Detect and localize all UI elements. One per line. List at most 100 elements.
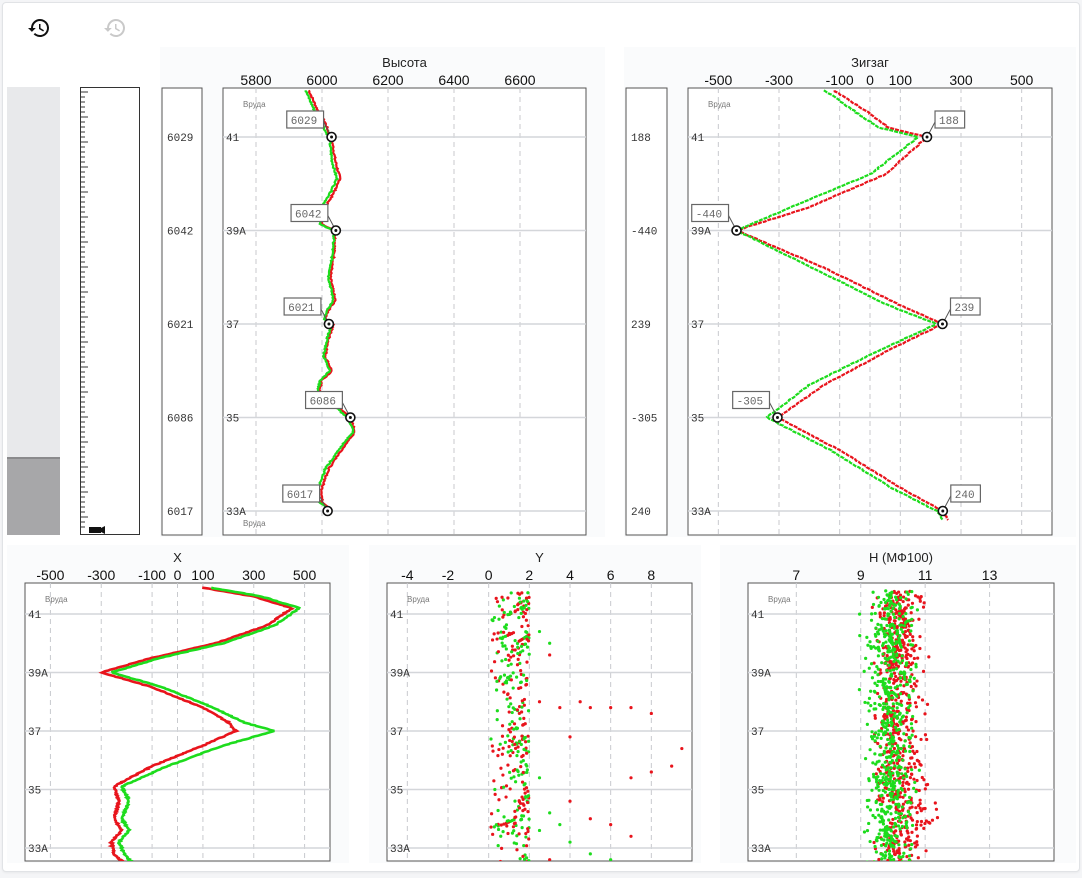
series-point-2 bbox=[885, 805, 889, 809]
series-point-2 bbox=[896, 790, 900, 794]
series-point-2 bbox=[888, 755, 892, 759]
series-point-2 bbox=[876, 595, 881, 599]
series-point-2 bbox=[513, 639, 517, 643]
series-point-2 bbox=[882, 597, 886, 602]
series-point-2 bbox=[515, 834, 519, 838]
history-button[interactable] bbox=[25, 14, 53, 42]
series-point-2 bbox=[906, 706, 911, 710]
series-point-1 bbox=[895, 761, 900, 765]
series-point-2 bbox=[893, 595, 898, 599]
series-point-2 bbox=[899, 765, 903, 770]
series-point-2 bbox=[871, 590, 875, 594]
series-point-1 bbox=[923, 806, 927, 811]
series-point-1 bbox=[925, 737, 929, 742]
series-point-1 bbox=[906, 838, 910, 842]
series-point-1 bbox=[888, 677, 892, 681]
series-point-1 bbox=[933, 801, 937, 805]
callout-label: -305 bbox=[737, 397, 763, 409]
series-point-2 bbox=[889, 766, 893, 770]
series-point-2 bbox=[496, 827, 501, 832]
series-point-2 bbox=[877, 729, 881, 733]
series-point-2 bbox=[504, 623, 509, 627]
series-point-2 bbox=[520, 826, 524, 830]
series-point-2 bbox=[889, 655, 893, 659]
series-point-1 bbox=[915, 819, 919, 824]
series-point-2 bbox=[881, 828, 885, 832]
series-point-1 bbox=[921, 605, 926, 609]
series-point-2 bbox=[907, 795, 912, 799]
h-chart[interactable]: H (МФ100) 7 9 11 13 41 39A 37 35 33A Вруда bbox=[720, 545, 1076, 863]
series-point-2 bbox=[875, 862, 878, 863]
x-panel: X -500 -300 -100 0 100 300 500 41 39A 37 35 33A Вруда bbox=[7, 545, 349, 863]
outlier-point-1 bbox=[649, 711, 653, 716]
series-point-2 bbox=[887, 692, 891, 696]
callout-box bbox=[283, 297, 322, 316]
outlier-point-1 bbox=[649, 770, 653, 774]
series-point-2 bbox=[879, 843, 884, 847]
series-point-1 bbox=[888, 821, 893, 825]
zigzag-chart[interactable]: Зигзаг -500 -300 -100 0 100 300 500 41 39A 37 35 33A… bbox=[624, 47, 1076, 537]
series-point-1 bbox=[525, 800, 530, 805]
depth-ruler[interactable] bbox=[80, 87, 140, 535]
y-chart[interactable]: Y -4 -2 0 2 4 6 8 41 39A 37 35 33A Вруда bbox=[369, 545, 701, 863]
series-point-2 bbox=[882, 607, 887, 611]
series-point-1 bbox=[513, 746, 518, 750]
series-point-1 bbox=[917, 695, 921, 699]
series-point-2 bbox=[891, 668, 896, 672]
series-point-2 bbox=[887, 680, 891, 684]
series-point-1 bbox=[896, 664, 901, 668]
series-point-2 bbox=[515, 754, 519, 758]
series-point-2 bbox=[898, 827, 902, 831]
series-point-2 bbox=[875, 839, 879, 843]
series-point-1 bbox=[501, 773, 505, 777]
series-point-2 bbox=[524, 835, 528, 839]
outlier-point-1 bbox=[609, 706, 613, 710]
series-point-2 bbox=[885, 810, 890, 814]
series-point-2 bbox=[520, 705, 524, 709]
series-point-1 bbox=[913, 845, 918, 849]
series-point-1 bbox=[885, 743, 889, 747]
series-point-1 bbox=[493, 676, 497, 680]
series-point-2 bbox=[510, 720, 514, 724]
series-point-2 bbox=[868, 839, 872, 844]
series-point-2 bbox=[518, 661, 522, 665]
series-point-1 bbox=[904, 715, 908, 719]
height-chart[interactable]: Высота 5800 6000 6200 6400 6600 41 39A 37 35 33A 60… bbox=[160, 47, 605, 537]
series-point-2 bbox=[890, 632, 895, 636]
restore-button[interactable] bbox=[101, 14, 129, 42]
series-point-2 bbox=[881, 643, 885, 648]
series-point-2 bbox=[509, 776, 513, 780]
history-disabled-icon bbox=[104, 19, 125, 37]
series-point-2 bbox=[884, 850, 888, 854]
chart-title: X bbox=[173, 550, 182, 565]
series-point-2 bbox=[504, 657, 508, 662]
series-point-2 bbox=[869, 646, 873, 650]
series-point-2 bbox=[883, 760, 887, 764]
series-point-1 bbox=[923, 712, 927, 716]
x-tick-label: 2 bbox=[525, 567, 533, 583]
x-chart[interactable]: X -500 -300 -100 0 100 300 500 41 39A 37 35 33A Вруда bbox=[7, 545, 349, 863]
series-point-2 bbox=[509, 749, 513, 753]
series-point-2 bbox=[509, 591, 513, 595]
series-point-2 bbox=[897, 611, 902, 616]
series-point-2 bbox=[897, 617, 901, 621]
series-point-1 bbox=[882, 614, 886, 618]
series-point-2 bbox=[886, 644, 890, 648]
series-point-2 bbox=[502, 815, 506, 819]
series-point-2 bbox=[882, 705, 886, 709]
series-point-1 bbox=[907, 843, 911, 847]
series-point-1 bbox=[923, 787, 927, 791]
series-point-2 bbox=[885, 702, 889, 706]
series-point-2 bbox=[876, 679, 880, 684]
series-point-2 bbox=[874, 850, 878, 854]
series-point-2 bbox=[893, 711, 897, 715]
series-point-2 bbox=[908, 680, 912, 684]
series-point-2 bbox=[894, 693, 898, 697]
series-point-1 bbox=[521, 753, 525, 758]
series-point-2 bbox=[901, 630, 905, 634]
series-point-1 bbox=[906, 603, 910, 607]
series-point-2 bbox=[507, 705, 511, 709]
series-point-1 bbox=[908, 741, 912, 745]
series-point-1 bbox=[506, 653, 510, 657]
series-point-2 bbox=[498, 636, 502, 640]
